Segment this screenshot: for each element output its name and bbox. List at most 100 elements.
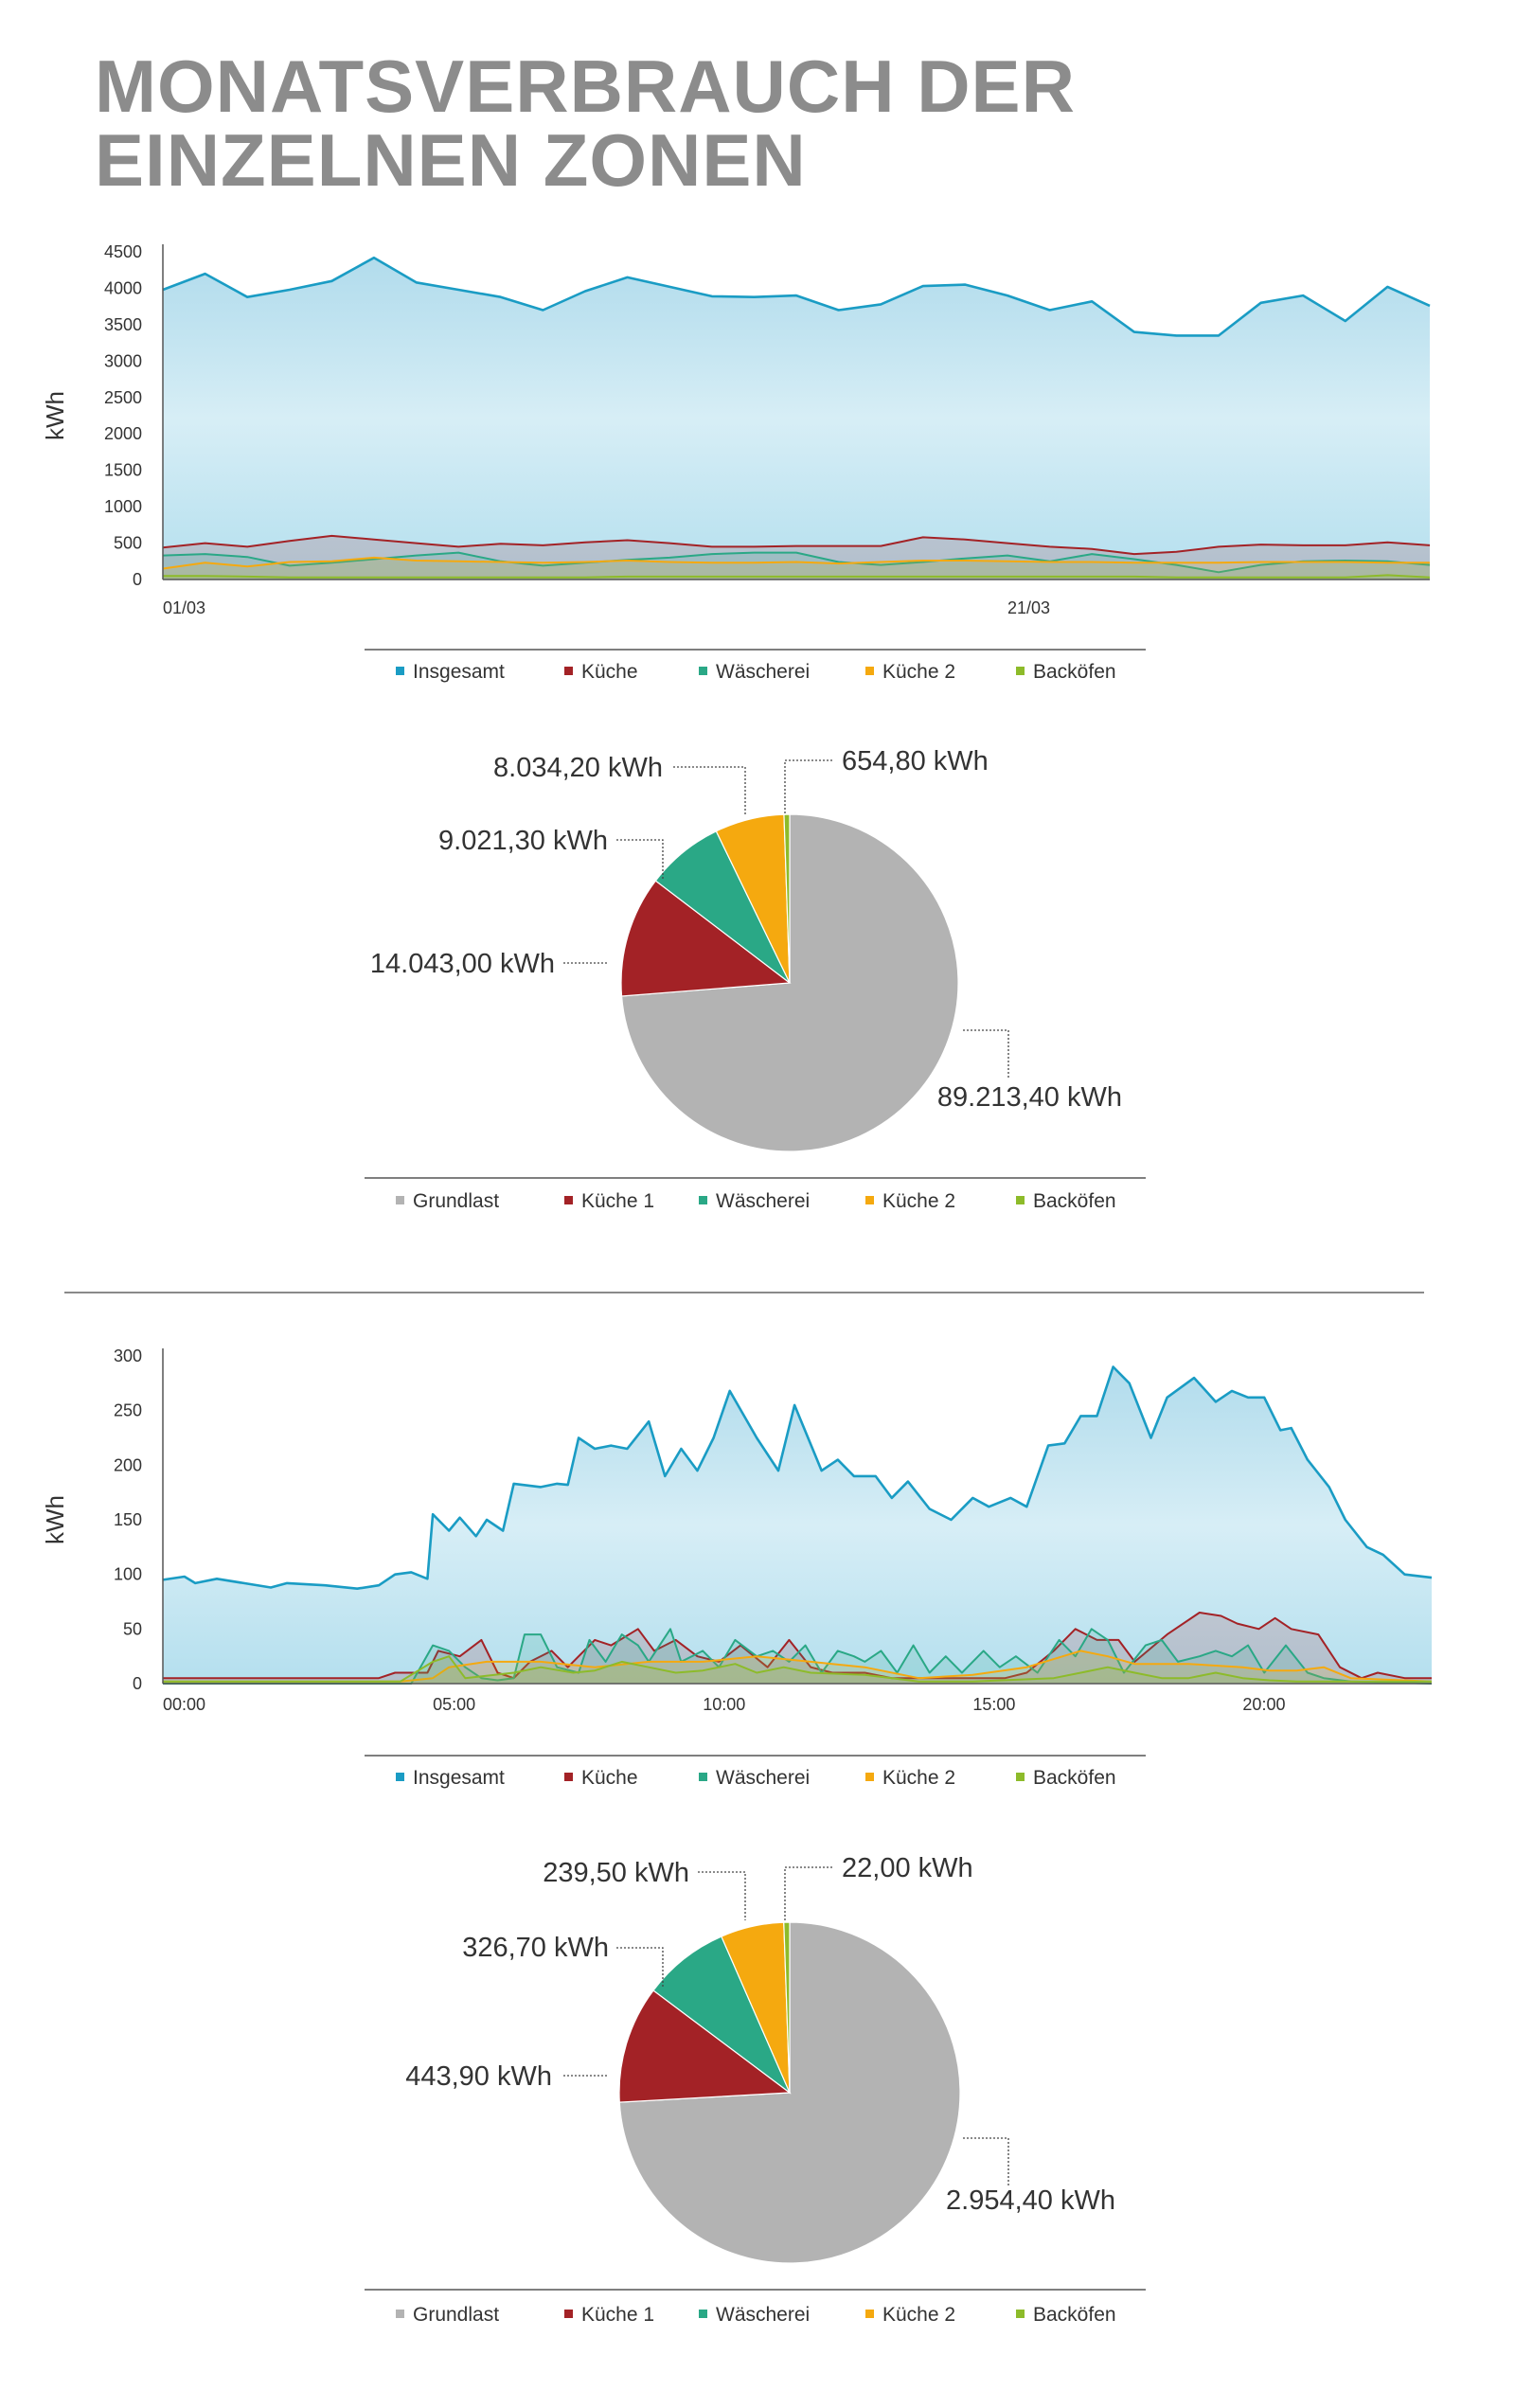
y-tick-label: 2000 [104, 424, 142, 443]
legend-item-waescherei: Wäscherei [699, 2304, 810, 2326]
legend-label: Küche [581, 1767, 638, 1789]
data-label-backoefen: 654,80 kWh [842, 746, 989, 776]
data-label-grundlast: 89.213,40 kWh [937, 1082, 1122, 1113]
legend-label: Backöfen [1033, 2304, 1116, 2326]
y-axis-label: kWh [41, 1495, 69, 1544]
y-tick-label: 100 [114, 1565, 142, 1584]
y-tick-label: 500 [114, 534, 142, 553]
legend-label: Backöfen [1033, 661, 1116, 683]
legend-label: Insgesamt [413, 661, 505, 683]
legend-label: Küche 2 [882, 1767, 955, 1789]
y-tick-label: 2500 [104, 388, 142, 407]
pie-slice-backoefen [783, 1921, 791, 2094]
legend-item-kueche-2: Küche 2 [865, 1767, 955, 1789]
legend-marker [1016, 1196, 1025, 1204]
leader-line-grundlast [963, 1029, 1009, 1078]
x-tick-label: 00:00 [163, 1695, 205, 1714]
data-label-backoefen: 22,00 kWh [842, 1853, 973, 1883]
pie [620, 813, 959, 1152]
leader-line-backoefen [784, 759, 832, 814]
legend-label: Küche 1 [581, 2304, 654, 2326]
legend-label: Wäscherei [716, 1190, 810, 1212]
y-tick-label: 0 [133, 1674, 142, 1693]
legend-item-waescherei: Wäscherei [699, 1767, 810, 1789]
leader-line-kueche-2 [698, 1871, 746, 1920]
series-line-insgesamt [162, 1365, 1433, 1591]
x-tick-label: 05:00 [433, 1695, 475, 1714]
legend-item-kueche-2: Küche 2 [865, 2304, 955, 2326]
legend-marker [699, 2310, 707, 2318]
y-tick-label: 3500 [104, 315, 142, 334]
pie [618, 1921, 961, 2264]
y-tick-label: 300 [114, 1347, 142, 1365]
series-line-backoefen [163, 1655, 1432, 1683]
x-tick-label: 10:00 [703, 1695, 745, 1714]
legend-marker [699, 1196, 707, 1204]
series-area-insgesamt [163, 1366, 1432, 1684]
y-tick-label: 1000 [104, 497, 142, 516]
data-label-waescherei: 326,70 kWh [462, 1933, 609, 1963]
legend-label: Küche [581, 661, 638, 683]
legend-marker [396, 2310, 404, 2318]
legend-item-kueche-2: Küche 2 [865, 661, 955, 683]
daily-area-chart: 300 250 200 150 100 50 0 00:00 05:00 10:00 15:00 20… [41, 1347, 1433, 1789]
series-area-waescherei [163, 1629, 1432, 1684]
page-title-line-2: EINZELNEN ZONEN [95, 118, 807, 202]
data-label-kueche-1: 14.043,00 kWh [370, 949, 555, 979]
legend-marker [396, 1773, 404, 1781]
legend-marker [865, 1196, 874, 1204]
legend-label: Küche 1 [581, 1190, 654, 1212]
legend-label: Backöfen [1033, 1190, 1116, 1212]
data-label-kueche-2: 8.034,20 kWh [493, 753, 663, 783]
monthly-area-chart: 4500 4000 3500 3000 2500 2000 1500 1000 500 0 01/0… [41, 242, 1431, 683]
y-tick-label: 3000 [104, 351, 142, 370]
series-area-kueche [163, 1613, 1432, 1684]
leader-line-grundlast [963, 2137, 1009, 2187]
series-area-kueche [163, 535, 1430, 580]
legend-item-kueche: Küche [564, 661, 638, 683]
page-title-line-1: MONATSVERBRAUCH DER [95, 45, 1076, 128]
series-line-kueche-2 [162, 556, 1430, 570]
legend-item-backoefen: Backöfen [1016, 1767, 1116, 1789]
legend-marker [1016, 1773, 1025, 1781]
y-axis-label: kWh [41, 391, 69, 440]
page-title: MONATSVERBRAUCH DER EINZELNEN ZONEN [95, 49, 1076, 197]
y-tick-label: 4500 [104, 242, 142, 261]
legend-marker [865, 667, 874, 675]
legend-marker [699, 667, 707, 675]
legend-item-kueche-2: Küche 2 [865, 1190, 955, 1212]
y-tick-label: 200 [114, 1455, 142, 1474]
legend-item-grundlast: Grundlast [396, 2304, 499, 2326]
legend-item-backoefen: Backöfen [1016, 2304, 1116, 2326]
legend-label: Wäscherei [716, 2304, 810, 2326]
series-area-waescherei [163, 552, 1430, 580]
series-line-insgesamt [162, 256, 1431, 337]
legend-label: Wäscherei [716, 661, 810, 683]
legend-marker [865, 1773, 874, 1781]
legend-marker [699, 1773, 707, 1781]
data-label-grundlast: 2.954,40 kWh [946, 2185, 1115, 2216]
y-tick-label: 0 [133, 570, 142, 589]
series-line-kueche [162, 534, 1431, 556]
series-line-kueche-2 [163, 1650, 1433, 1683]
y-tick-label: 4000 [104, 278, 142, 297]
x-tick-label: 01/03 [163, 598, 205, 617]
legend-item-kueche-1: Küche 1 [564, 1190, 654, 1212]
legend-marker [1016, 2310, 1025, 2318]
legend-label: Grundlast [413, 2304, 499, 2326]
legend-item-insgesamt: Insgesamt [396, 661, 505, 683]
data-label-kueche-2: 239,50 kWh [543, 1858, 689, 1888]
monthly-pie-chart: 89.213,40 kWh 14.043,00 kWh 9.021,30 kWh 8.… [365, 746, 1146, 1212]
legend-item-backoefen: Backöfen [1016, 661, 1116, 683]
legend-item-kueche-1: Küche 1 [564, 2304, 654, 2326]
daily-pie-chart: 2.954,40 kWh 443,90 kWh 326,70 kWh 239,50 k… [365, 1853, 1146, 2326]
data-label-waescherei: 9.021,30 kWh [438, 826, 608, 856]
legend-marker [1016, 667, 1025, 675]
series-line-backoefen [163, 574, 1431, 579]
legend-marker [396, 1196, 404, 1204]
leader-line-waescherei [616, 1947, 664, 1989]
legend-marker [564, 667, 573, 675]
legend-label: Backöfen [1033, 1767, 1116, 1789]
legend-marker [865, 2310, 874, 2318]
leader-line-waescherei [616, 839, 664, 881]
